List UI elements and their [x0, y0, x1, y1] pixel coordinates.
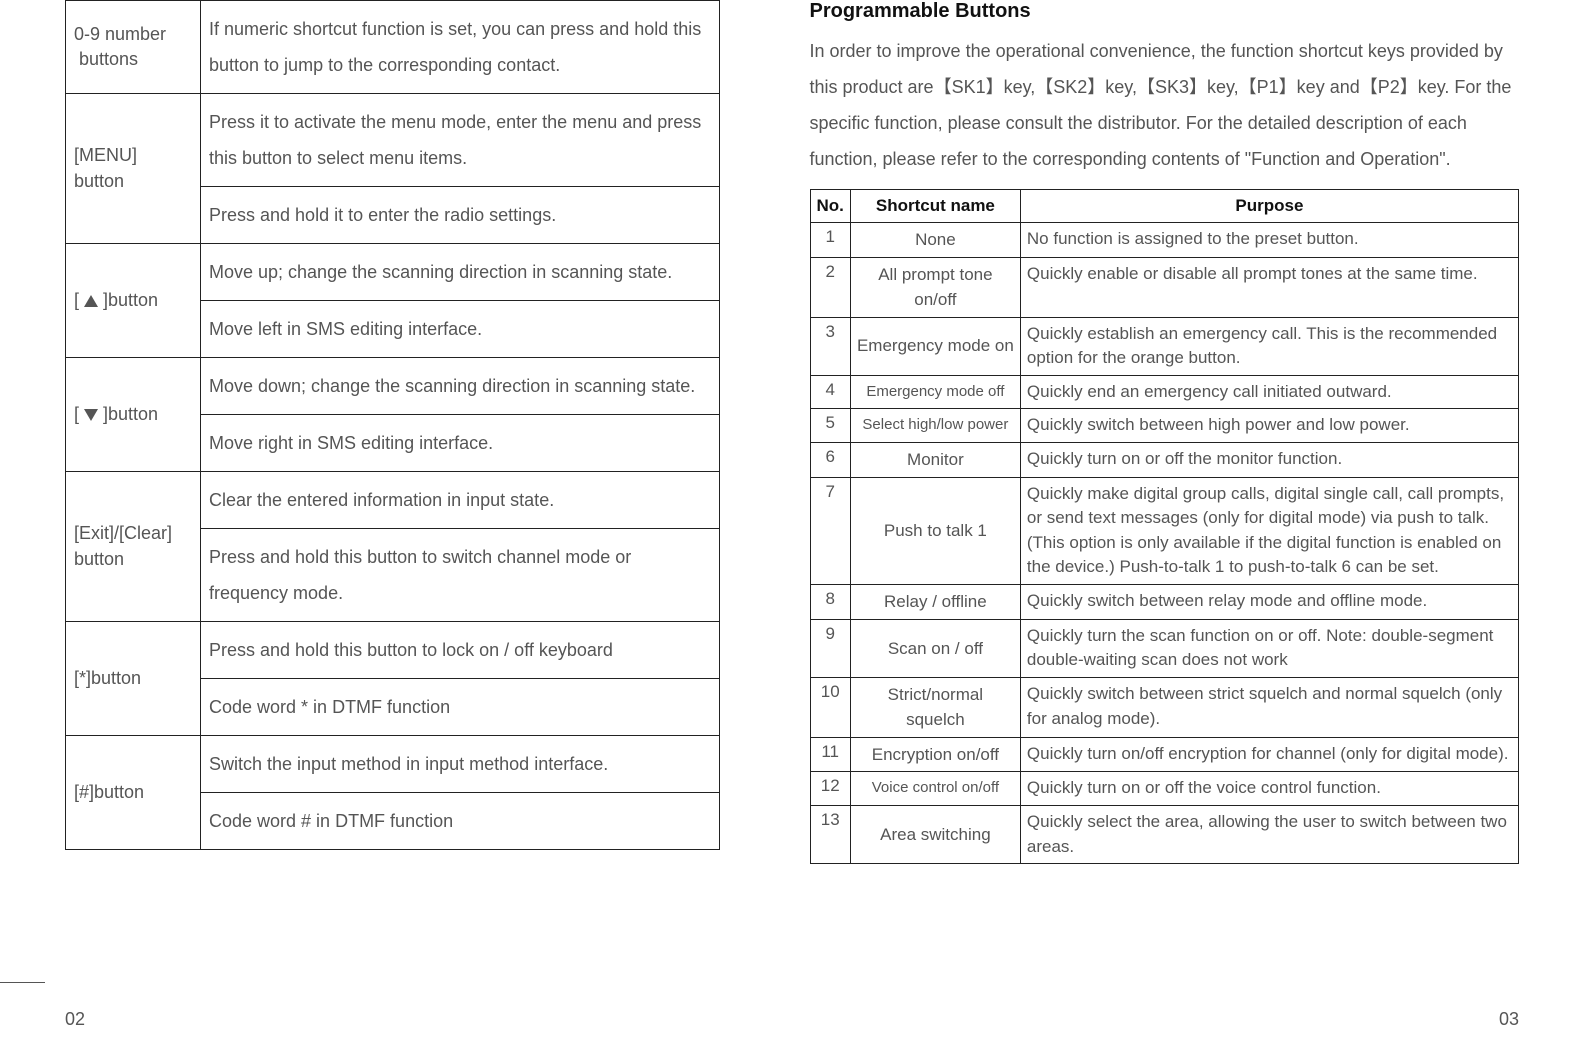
button-label-cell: [ ]button [66, 358, 201, 472]
shortcut-name-cell: None [850, 223, 1020, 258]
button-label-cell: [*]button [66, 622, 201, 736]
shortcuts-table: No. Shortcut name Purpose 1NoneNo functi… [810, 189, 1520, 864]
shortcut-name-cell: Emergency mode on [850, 317, 1020, 375]
shortcut-name-cell: Strict/normal squelch [850, 677, 1020, 737]
page-spread: 0-9 number buttonsIf numeric shortcut fu… [0, 0, 1579, 1045]
table-row: 4Emergency mode offQuickly end an emerge… [810, 375, 1519, 409]
table-row: 0-9 number buttonsIf numeric shortcut fu… [66, 1, 720, 94]
shortcut-purpose-cell: Quickly select the area, allowing the us… [1020, 806, 1518, 864]
button-desc-cell: Code word * in DTMF function [201, 679, 720, 736]
button-desc-cell: If numeric shortcut function is set, you… [201, 1, 720, 94]
table-row: 7Push to talk 1Quickly make digital grou… [810, 477, 1519, 585]
table-row: 3Emergency mode onQuickly establish an e… [810, 317, 1519, 375]
shortcut-purpose-cell: No function is assigned to the preset bu… [1020, 223, 1518, 258]
table-row: 11Encryption on/offQuickly turn on/off e… [810, 737, 1519, 772]
button-desc-cell: Code word # in DTMF function [201, 793, 720, 850]
button-desc-cell: Move right in SMS editing interface. [201, 415, 720, 472]
table-row: 1NoneNo function is assigned to the pres… [810, 223, 1519, 258]
shortcut-no-cell: 12 [810, 772, 850, 806]
header-shortcut-name: Shortcut name [850, 190, 1020, 223]
shortcut-purpose-cell: Quickly switch between strict squelch an… [1020, 677, 1518, 737]
shortcut-name-cell: Voice control on/off [850, 772, 1020, 806]
shortcut-no-cell: 11 [810, 737, 850, 772]
button-desc-cell: Move down; change the scanning direction… [201, 358, 720, 415]
table-row: 6MonitorQuickly turn on or off the monit… [810, 443, 1519, 478]
button-label-cell: [Exit]/[Clear]button [66, 472, 201, 622]
table-row: 10Strict/normal squelchQuickly switch be… [810, 677, 1519, 737]
button-label-cell: [#]button [66, 736, 201, 850]
shortcut-purpose-cell: Quickly establish an emergency call. Thi… [1020, 317, 1518, 375]
button-label-cell: 0-9 number buttons [66, 1, 201, 94]
button-desc-cell: Press it to activate the menu mode, ente… [201, 94, 720, 187]
shortcut-no-cell: 2 [810, 257, 850, 317]
shortcut-no-cell: 6 [810, 443, 850, 478]
shortcut-name-cell: Area switching [850, 806, 1020, 864]
shortcut-no-cell: 9 [810, 619, 850, 677]
shortcut-no-cell: 7 [810, 477, 850, 585]
table-row: [#]buttonSwitch the input method in inpu… [66, 736, 720, 793]
table-row: 9Scan on / offQuickly turn the scan func… [810, 619, 1519, 677]
table-row: [MENU] buttonPress it to activate the me… [66, 94, 720, 187]
shortcut-purpose-cell: Quickly switch between high power and lo… [1020, 409, 1518, 443]
table-row: 5Select high/low powerQuickly switch bet… [810, 409, 1519, 443]
shortcut-name-cell: Emergency mode off [850, 375, 1020, 409]
buttons-table: 0-9 number buttonsIf numeric shortcut fu… [65, 0, 720, 850]
left-page-number: 02 [65, 1009, 85, 1030]
shortcut-name-cell: Scan on / off [850, 619, 1020, 677]
shortcut-no-cell: 5 [810, 409, 850, 443]
shortcut-name-cell: Encryption on/off [850, 737, 1020, 772]
shortcut-purpose-cell: Quickly make digital group calls, digita… [1020, 477, 1518, 585]
table-row: [ ]buttonMove down; change the scanning … [66, 358, 720, 415]
table-row: [*]buttonPress and hold this button to l… [66, 622, 720, 679]
shortcut-purpose-cell: Quickly turn on/off encryption for chann… [1020, 737, 1518, 772]
shortcut-name-cell: Push to talk 1 [850, 477, 1020, 585]
table-row: 13Area switchingQuickly select the area,… [810, 806, 1519, 864]
table-header-row: No. Shortcut name Purpose [810, 190, 1519, 223]
header-purpose: Purpose [1020, 190, 1518, 223]
button-label-cell: [ ]button [66, 244, 201, 358]
button-label-cell: [MENU] button [66, 94, 201, 244]
shortcut-no-cell: 8 [810, 585, 850, 620]
table-row: 8Relay / offlineQuickly switch between r… [810, 585, 1519, 620]
button-desc-cell: Move left in SMS editing interface. [201, 301, 720, 358]
shortcut-no-cell: 3 [810, 317, 850, 375]
section-title: Programmable Buttons [810, 0, 1520, 23]
table-row: 2All prompt tone on/offQuickly enable or… [810, 257, 1519, 317]
shortcut-purpose-cell: Quickly turn the scan function on or off… [1020, 619, 1518, 677]
button-desc-cell: Switch the input method in input method … [201, 736, 720, 793]
shortcut-name-cell: Monitor [850, 443, 1020, 478]
footer-rule [0, 982, 45, 983]
shortcut-name-cell: Select high/low power [850, 409, 1020, 443]
shortcut-no-cell: 4 [810, 375, 850, 409]
shortcut-purpose-cell: Quickly end an emergency call initiated … [1020, 375, 1518, 409]
button-desc-cell: Press and hold this button to lock on / … [201, 622, 720, 679]
shortcut-no-cell: 10 [810, 677, 850, 737]
right-page-number: 03 [1499, 1009, 1519, 1030]
shortcut-no-cell: 13 [810, 806, 850, 864]
shortcut-purpose-cell: Quickly turn on or off the monitor funct… [1020, 443, 1518, 478]
button-desc-cell: Clear the entered information in input s… [201, 472, 720, 529]
header-no: No. [810, 190, 850, 223]
shortcut-name-cell: All prompt tone on/off [850, 257, 1020, 317]
table-row: [ ]buttonMove up; change the scanning di… [66, 244, 720, 301]
shortcut-purpose-cell: Quickly enable or disable all prompt ton… [1020, 257, 1518, 317]
shortcut-name-cell: Relay / offline [850, 585, 1020, 620]
shortcut-purpose-cell: Quickly turn on or off the voice control… [1020, 772, 1518, 806]
left-page: 0-9 number buttonsIf numeric shortcut fu… [0, 0, 790, 1045]
table-row: 12Voice control on/offQuickly turn on or… [810, 772, 1519, 806]
table-row: [Exit]/[Clear]buttonClear the entered in… [66, 472, 720, 529]
button-desc-cell: Move up; change the scanning direction i… [201, 244, 720, 301]
shortcut-no-cell: 1 [810, 223, 850, 258]
button-desc-cell: Press and hold this button to switch cha… [201, 529, 720, 622]
shortcut-purpose-cell: Quickly switch between relay mode and of… [1020, 585, 1518, 620]
intro-paragraph: In order to improve the operational conv… [810, 33, 1520, 177]
right-page: Programmable Buttons In order to improve… [790, 0, 1579, 1045]
button-desc-cell: Press and hold it to enter the radio set… [201, 187, 720, 244]
